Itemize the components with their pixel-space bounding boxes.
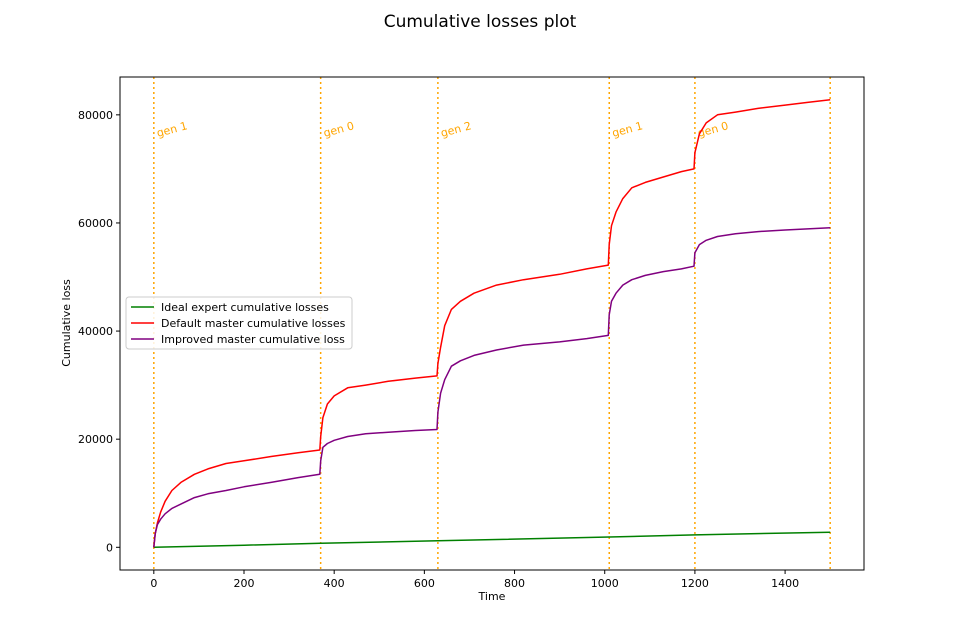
plot-frame <box>119 76 865 571</box>
x-axis-label: Time <box>478 590 506 603</box>
x-tick-label: 0 <box>150 577 157 590</box>
legend-label: Default master cumulative losses <box>161 317 346 330</box>
y-tick-label: 0 <box>106 541 113 554</box>
y-axis-ticks: 0 20000 40000 60000 80000 <box>78 109 120 554</box>
series-layer <box>153 98 831 549</box>
series-line-1 <box>153 98 831 548</box>
legend-box <box>125 296 353 350</box>
legend-label: Ideal expert cumulative losses <box>161 301 329 314</box>
y-tick-label: 20000 <box>78 433 113 446</box>
x-tick-label: 1200 <box>681 577 709 590</box>
x-tick-label: 600 <box>414 577 435 590</box>
x-tick-label: 400 <box>324 577 345 590</box>
chart-title: Cumulative losses plot <box>384 12 577 32</box>
x-axis-ticks: 0 200 400 600 800 1000 1200 1400 <box>150 570 799 590</box>
legend-items: Ideal expert cumulative losses Default ma… <box>131 301 346 346</box>
x-tick-label: 1400 <box>771 577 799 590</box>
x-tick-label: 200 <box>234 577 255 590</box>
legend: Ideal expert cumulative losses Default ma… <box>125 296 353 350</box>
legend-label: Improved master cumulative loss <box>161 333 345 346</box>
y-axis-label: Cumulative loss <box>60 279 73 367</box>
y-tick-label: 80000 <box>78 109 113 122</box>
series-line-2 <box>153 227 831 548</box>
x-tick-label: 1000 <box>591 577 619 590</box>
x-tick-label: 800 <box>504 577 525 590</box>
y-tick-label: 40000 <box>78 325 113 338</box>
y-tick-label: 60000 <box>78 217 113 230</box>
series-line-0 <box>153 531 831 549</box>
